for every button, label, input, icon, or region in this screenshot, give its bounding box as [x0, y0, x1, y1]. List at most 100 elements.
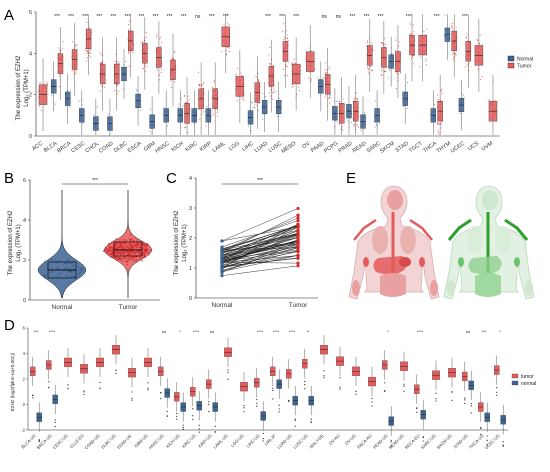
- normal-point-STAD: [406, 81, 409, 84]
- panel-d-ytick-label: 6: [23, 326, 26, 331]
- tumor-point-THYM: [452, 28, 454, 30]
- panel-d-tumor-outlier-PACA-AU: [371, 397, 373, 400]
- panel-d-xtick-KIRC-US: KIRC-US: [181, 433, 197, 449]
- panel-b-point-Tumor: [110, 241, 113, 244]
- tumor-point-KICH: [183, 94, 186, 96]
- panel-b-point-Tumor: [130, 238, 133, 241]
- panel-a-xtick-SARC: SARC: [366, 141, 382, 155]
- tumor-left-lung-organ: [372, 226, 388, 254]
- panel-a-significance-CHOL: ***: [96, 14, 102, 20]
- panel-b-point-Tumor: [128, 251, 131, 254]
- tumor-point-BLCA: [58, 47, 60, 49]
- tumor-point-LUAD: [271, 86, 273, 88]
- panel-b-point-Tumor: [133, 259, 135, 262]
- panel-b-point-Tumor: [131, 251, 133, 253]
- tumor-point-LIHC: [254, 104, 256, 106]
- panel-d-xtick-LIHC-US: LIHC-US: [245, 433, 261, 449]
- panel-d-ytick-label: -2: [21, 428, 25, 433]
- tumor-point-STAD: [409, 22, 411, 24]
- panel-c-pair-line: [221, 234, 299, 266]
- panel-b-point-Tumor: [145, 249, 148, 252]
- panel-d-normal-outlier-HNSC-US: [166, 415, 168, 417]
- tumor-point-READ: [366, 41, 369, 44]
- tumor-point-LUSC: [283, 74, 285, 76]
- tumor-point-UCS: [477, 39, 479, 42]
- panel-d-tumor-outlier-LIRI-JP: [272, 387, 274, 389]
- panel-b-point-Tumor: [120, 244, 123, 247]
- panel-d-tumor-outlier-GBM-US: [147, 387, 149, 389]
- tumor-point-LAML: [226, 54, 228, 56]
- panel-b-point-Normal: [51, 267, 54, 269]
- panel-d-normal-outlier-UCEC-US: [502, 441, 504, 443]
- panel-b-point-Normal: [44, 275, 46, 278]
- tumor-point-OV: [308, 77, 310, 79]
- normal-point-SKCM: [388, 77, 390, 79]
- tumor-point-UCS: [479, 34, 481, 36]
- panel-d-tumor-outlier-OV-AU: [339, 386, 341, 388]
- tumor-point-SKCM: [399, 41, 401, 43]
- tumor-point-READ: [367, 40, 369, 42]
- panel-b-point-Normal: [64, 267, 67, 270]
- panel-b-point-Tumor: [134, 236, 137, 239]
- tumor-point-ESCA: [142, 68, 144, 70]
- panel-b-point-Tumor: [141, 257, 144, 260]
- panel-b-point-Tumor: [111, 253, 114, 255]
- tumor-point-DLBC: [132, 51, 134, 54]
- tumor-point-SKCM: [396, 71, 398, 73]
- tumor-point-THYM: [451, 24, 453, 26]
- panel-d-tumor-outlier-LIHC-US: [256, 405, 258, 407]
- tumor-point-ESCA: [146, 37, 148, 39]
- panel-d-tumor-outlier-COAD-US: [99, 387, 101, 390]
- tumor-point-LIHC: [258, 81, 260, 83]
- tumor-kidney-left-organ: [363, 257, 369, 267]
- tumor-point-PAAD: [326, 69, 328, 71]
- panel-b-point-Normal: [79, 268, 81, 271]
- panel-a-xtick-LIHC: LIHC: [241, 141, 255, 153]
- panel-a-xtick-KICH: KICH: [171, 141, 185, 153]
- tumor-point-THCA: [437, 121, 439, 123]
- tumor-point-COAD: [114, 90, 116, 92]
- panel-c-pair-line: [221, 247, 299, 268]
- panel-b-point-Normal: [42, 274, 45, 277]
- tumor-point-MESO: [291, 62, 293, 65]
- panel-b-point-Normal: [77, 266, 80, 269]
- panel-a-significance-PRAD: ***: [349, 14, 355, 20]
- panel-c-normal-point: [220, 269, 224, 273]
- panel-d-normal-outlier-LIHC-US: [262, 440, 264, 442]
- panel-d-tumor-outlier-DLBC-US: [115, 369, 117, 371]
- tumor-point-KIRP: [217, 115, 219, 117]
- panel-a-chart: The expression of EZH2 Log₂ (TPM+1) Norm…: [16, 10, 533, 155]
- panel-c-tumor-point: [296, 248, 300, 253]
- panel-d-tumor-outlier-KIRP-US: [208, 401, 210, 403]
- panel-c-pair-line: [221, 247, 299, 271]
- panel-b-point-Tumor: [116, 259, 119, 262]
- panel-d-normal-outlier-PEAD-US: [390, 441, 392, 443]
- panel-b-point-Tumor: [145, 245, 148, 248]
- panel-a-xtick-BRCA: BRCA: [56, 141, 72, 155]
- panel-b-point-Normal: [81, 268, 84, 271]
- tumor-point-READ: [370, 41, 372, 43]
- panel-d-normal-outlier-LIRI-JP: [278, 408, 280, 410]
- tumor-point-LUAD: [270, 62, 272, 65]
- panel-d-tumor-outlier-LUSC-US: [304, 388, 306, 390]
- tumor-point-LGG: [237, 67, 239, 70]
- panel-a-significance-LAML: ***: [223, 14, 229, 20]
- panel-b-point-Normal: [44, 274, 47, 277]
- panel-b-point-Tumor: [145, 251, 148, 254]
- tumor-point-KIRC: [201, 84, 203, 86]
- panel-label-b: B: [4, 170, 14, 187]
- panel-d-normal-outlier-BRCA-US: [54, 419, 56, 421]
- panel-d-normal-outlier-KIRP-US: [214, 431, 216, 433]
- tumor-point-MESO: [298, 87, 300, 89]
- panel-d-xtick-KIRP-US: KIRP-US: [197, 433, 213, 449]
- tumor-point-PAAD: [324, 96, 326, 98]
- panel-d-normal-outlier-RECA-EU: [422, 436, 424, 438]
- tumor-point-KIRP: [212, 112, 214, 114]
- normal-point-BRCA: [66, 90, 68, 92]
- normal-point-ESCA: [136, 90, 138, 92]
- tumor-point-MESO: [291, 86, 293, 88]
- tumor-point-CHOL: [99, 53, 101, 55]
- normal-point-PCPG: [335, 120, 337, 122]
- panel-d-tumor-outlier-BRCA-US: [48, 386, 50, 388]
- tumor-right-lung-organ: [400, 226, 416, 254]
